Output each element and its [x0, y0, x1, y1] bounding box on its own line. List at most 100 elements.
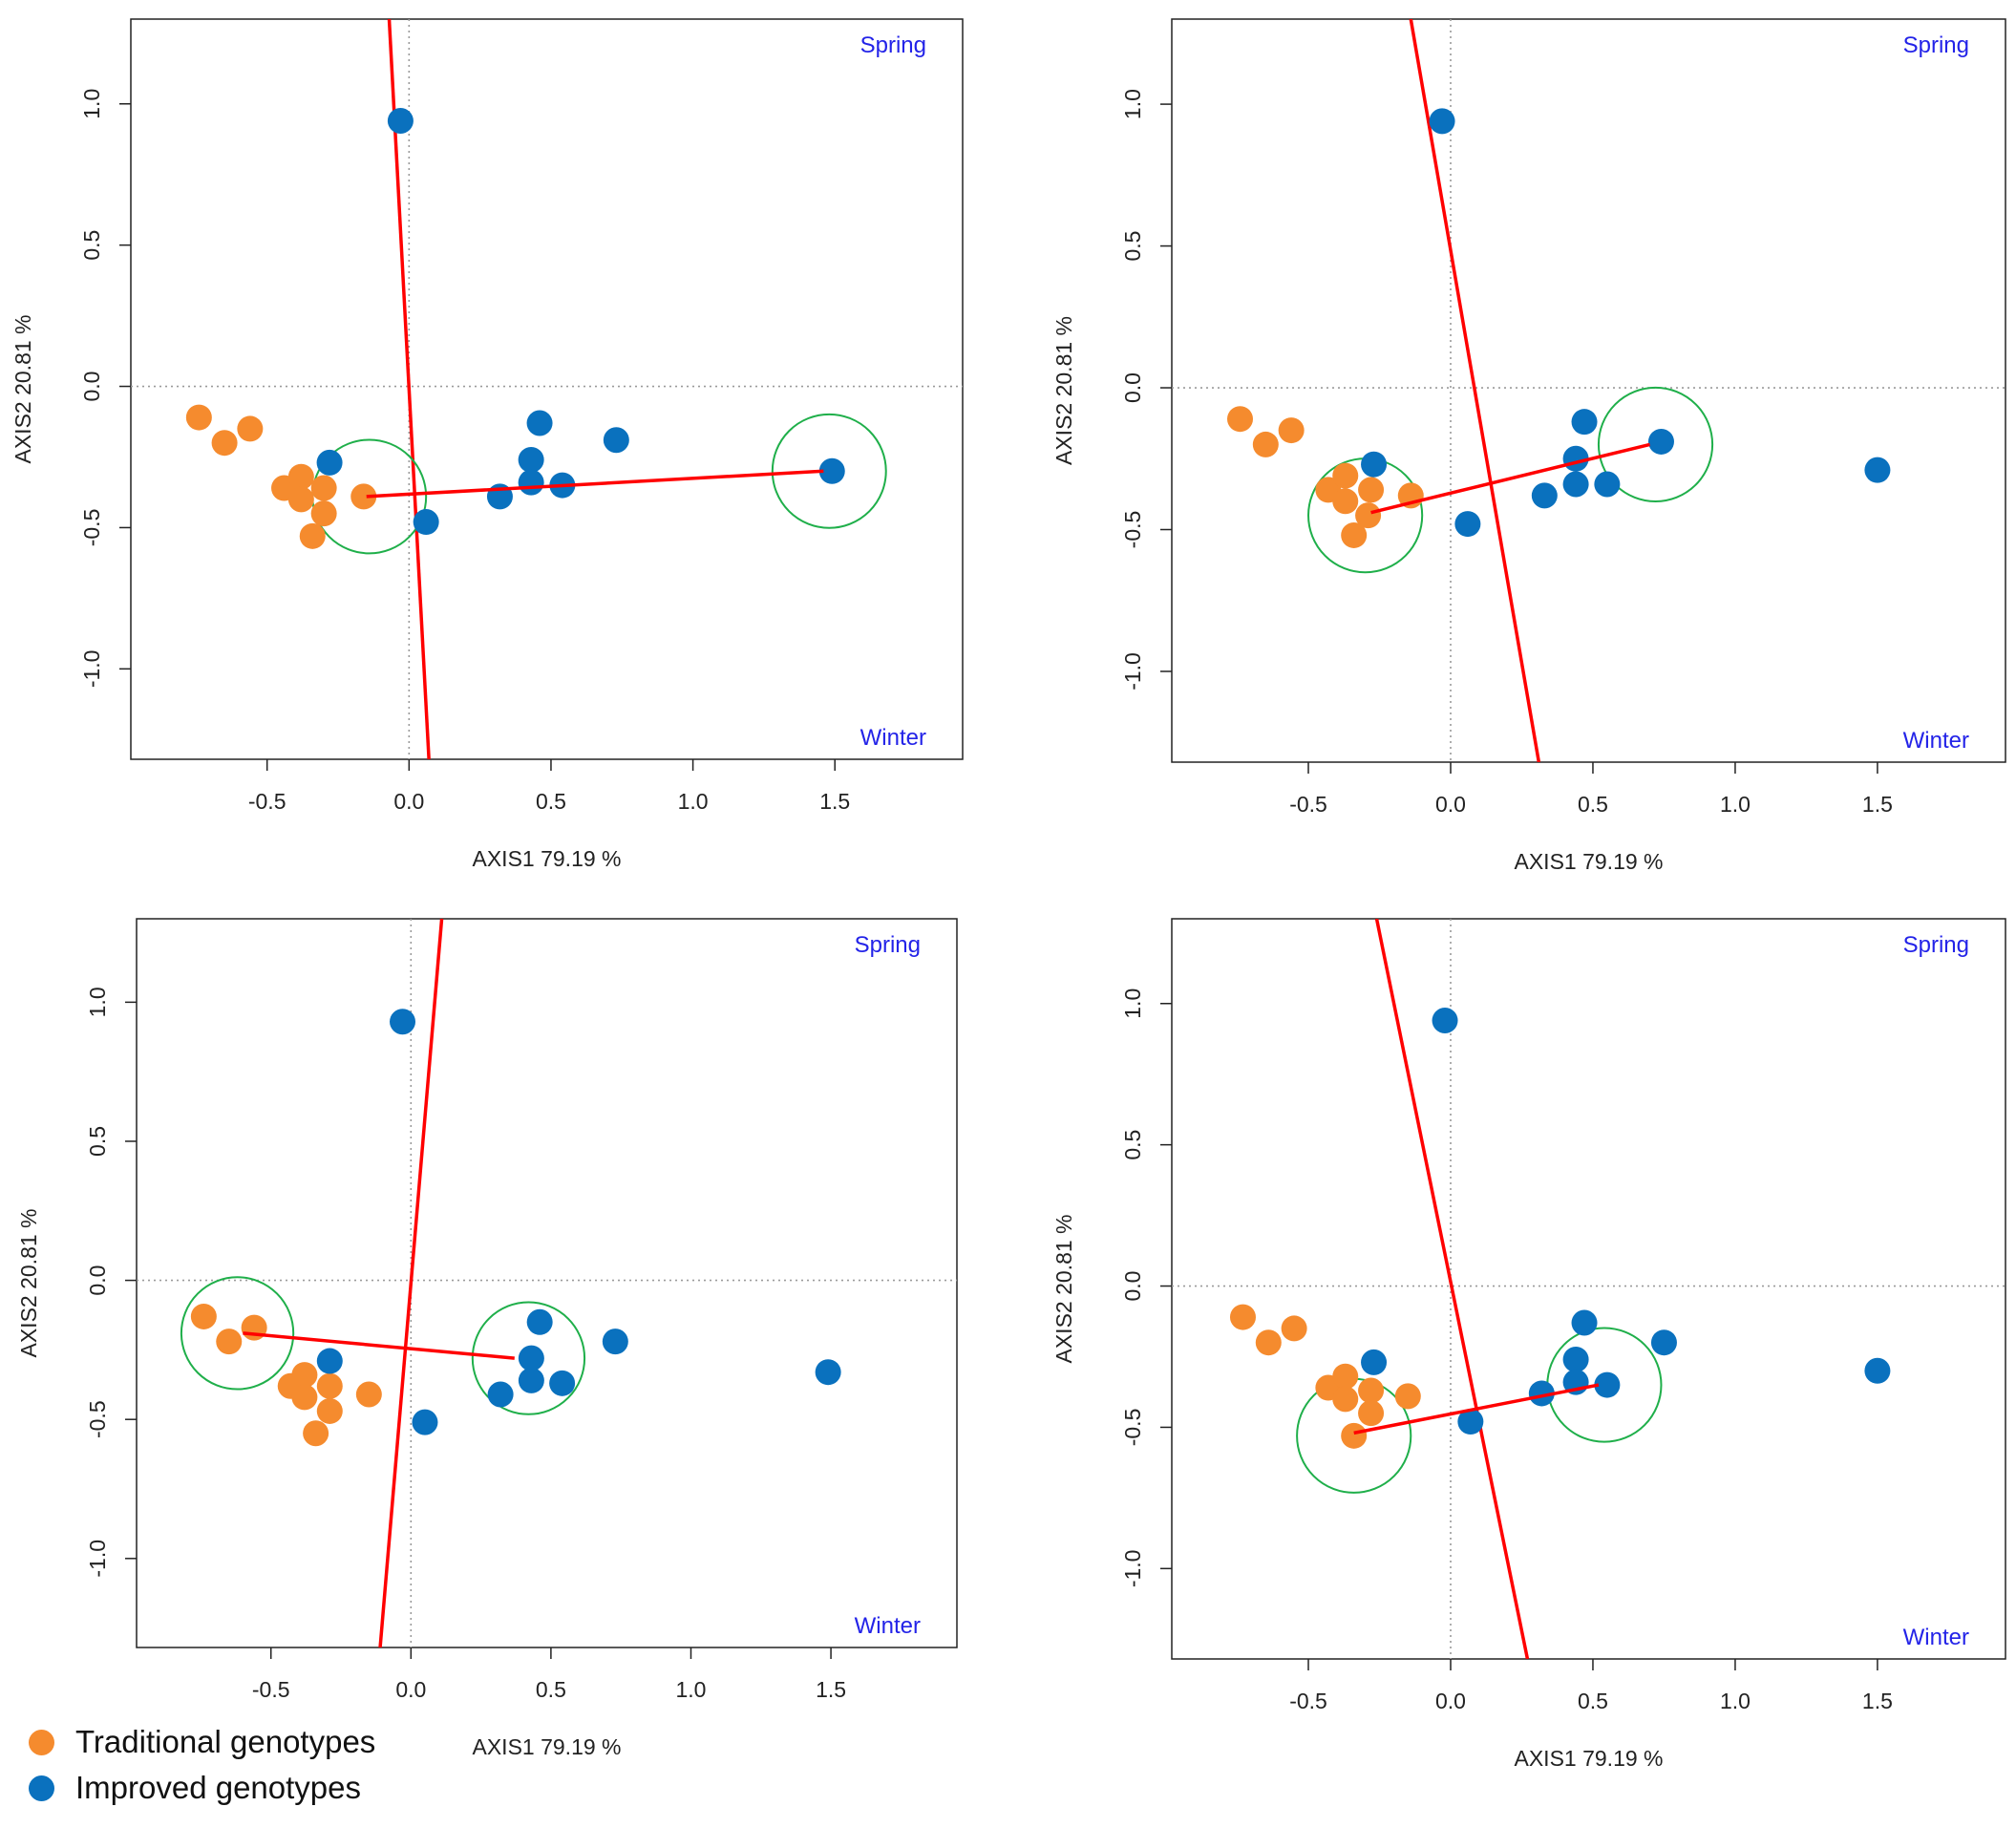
- traditional-point: [1395, 1383, 1421, 1409]
- traditional-point: [311, 476, 337, 501]
- traditional-point: [216, 1328, 242, 1354]
- plot-content: [186, 19, 886, 759]
- x-tick-label: -0.5: [252, 1677, 290, 1702]
- improved-point: [412, 1410, 437, 1435]
- plot-frame: [131, 19, 963, 759]
- traditional-point: [291, 1384, 317, 1410]
- traditional-point: [303, 1420, 329, 1446]
- x-tick-label: 1.0: [678, 789, 709, 814]
- traditional-point: [212, 430, 238, 456]
- season-label-winter: Winter: [860, 725, 926, 751]
- traditional-point: [1358, 1400, 1384, 1426]
- improved-point: [519, 1368, 544, 1393]
- season-label-spring: Spring: [1903, 32, 1969, 58]
- y-axis-title: AXIS2 20.81 %: [1051, 1215, 1076, 1364]
- traditional-point: [291, 1362, 317, 1388]
- plot-frame: [1172, 919, 2005, 1659]
- season-label-spring: Spring: [855, 932, 921, 958]
- legend-item-traditional: Traditional genotypes: [29, 1719, 375, 1765]
- season-label-spring: Spring: [860, 32, 926, 58]
- traditional-point: [288, 486, 314, 512]
- improved-point: [519, 447, 544, 473]
- y-tick-label: 1.0: [1120, 89, 1145, 119]
- y-tick-label: -0.5: [1120, 1409, 1145, 1447]
- y-tick-label: -0.5: [79, 509, 104, 547]
- legend-label-traditional: Traditional genotypes: [75, 1724, 375, 1760]
- traditional-point: [1332, 488, 1358, 514]
- traditional-point: [1332, 1386, 1358, 1412]
- improved-point: [1651, 1329, 1677, 1355]
- chart-panel-top-right: -0.5 0.0 0.5 1.0 1.5-1.0-0.50.00.51.0AXIS1 7…: [1051, 19, 2005, 874]
- x-tick-label: 1.5: [819, 789, 850, 814]
- improved-point: [414, 509, 439, 535]
- x-axis-title: AXIS1 79.19 %: [473, 846, 622, 871]
- x-tick-label: 0.0: [1435, 1689, 1466, 1713]
- x-tick-label: 1.5: [1862, 1689, 1893, 1713]
- y-tick-label: -0.5: [1120, 511, 1145, 549]
- improved-point: [1864, 457, 1890, 483]
- x-axis-title: AXIS1 79.19 %: [473, 1734, 622, 1759]
- traditional-point: [300, 523, 326, 549]
- x-tick-label: 0.5: [536, 789, 566, 814]
- x-tick-label: 1.5: [1862, 792, 1893, 817]
- improved-point: [549, 1371, 575, 1396]
- traditional-point: [191, 1304, 217, 1329]
- y-axis-title: AXIS2 20.81 %: [16, 1209, 41, 1358]
- y-tick-label: -1.0: [79, 650, 104, 689]
- improved-marker-icon: [29, 1775, 54, 1801]
- traditional-point: [1358, 477, 1384, 502]
- improved-point: [519, 470, 544, 496]
- traditional-point: [1253, 432, 1279, 457]
- improved-point: [317, 450, 343, 476]
- plot-frame: [1172, 19, 2005, 762]
- x-tick-label: 1.5: [816, 1677, 846, 1702]
- y-tick-label: 0.5: [1120, 231, 1145, 262]
- chart-panel-top-left: -0.5 0.0 0.5 1.0 1.5 -1.0 -0.5 0.0 0.5 1.0 AXIS1 7…: [11, 19, 963, 871]
- chart-panel-bottom-right: -0.5 0.0 0.5 1.0 1.5 -1.0 -0.5 0.0 0.5 1.0 AXIS1 7…: [1051, 919, 2005, 1771]
- y-tick-label: 0.5: [79, 230, 104, 261]
- improved-point: [519, 1346, 544, 1371]
- y-tick-label: 1.0: [85, 987, 110, 1017]
- x-axis-title: AXIS1 79.19 %: [1515, 1746, 1664, 1771]
- plot-frame: [137, 919, 957, 1647]
- y-tick-label: -1.0: [1120, 1550, 1145, 1588]
- season-label-winter: Winter: [1903, 728, 1969, 754]
- traditional-point: [1341, 1423, 1367, 1449]
- x-tick-label: 1.0: [1720, 792, 1751, 817]
- x-tick-label: 1.0: [675, 1677, 706, 1702]
- y-axis-title: AXIS2 20.81 %: [11, 315, 35, 464]
- improved-point: [1454, 511, 1480, 537]
- improved-point: [1572, 409, 1598, 435]
- improved-point: [1563, 471, 1589, 497]
- improved-point: [390, 1009, 415, 1034]
- traditional-point: [356, 1381, 382, 1407]
- y-tick-label: 0.0: [1120, 1271, 1145, 1302]
- x-tick-label: 0.0: [395, 1677, 426, 1702]
- legend-label-improved: Improved genotypes: [75, 1770, 361, 1806]
- traditional-point: [1279, 417, 1305, 443]
- traditional-point: [317, 1373, 343, 1399]
- x-tick-label: -0.5: [1289, 1689, 1327, 1713]
- x-tick-label: 1.0: [1720, 1689, 1751, 1713]
- y-tick-label: 0.0: [85, 1265, 110, 1296]
- traditional-point: [1358, 1377, 1384, 1403]
- traditional-marker-icon: [29, 1730, 54, 1755]
- improved-point: [1648, 429, 1674, 455]
- x-tick-label: 0.5: [536, 1677, 566, 1702]
- y-tick-label: -1.0: [1120, 652, 1145, 691]
- improved-point: [1594, 471, 1620, 497]
- figure: -0.5 0.0 0.5 1.0 1.5 -1.0 -0.5 0.0 0.5 1.0 AXIS1 7…: [0, 0, 2016, 1828]
- season-label-winter: Winter: [1903, 1625, 1969, 1650]
- y-tick-label: -1.0: [85, 1540, 110, 1578]
- y-tick-label: 1.0: [1120, 988, 1145, 1019]
- traditional-point: [1332, 463, 1358, 489]
- traditional-point: [1256, 1329, 1282, 1355]
- improved-point: [1532, 482, 1558, 508]
- improved-point: [1361, 452, 1387, 478]
- improved-point: [388, 108, 414, 134]
- improved-point: [527, 1309, 553, 1335]
- improved-point: [488, 1381, 514, 1407]
- y-tick-label: 0.5: [85, 1126, 110, 1157]
- season-label-spring: Spring: [1903, 932, 1969, 958]
- improved-point: [1864, 1358, 1890, 1384]
